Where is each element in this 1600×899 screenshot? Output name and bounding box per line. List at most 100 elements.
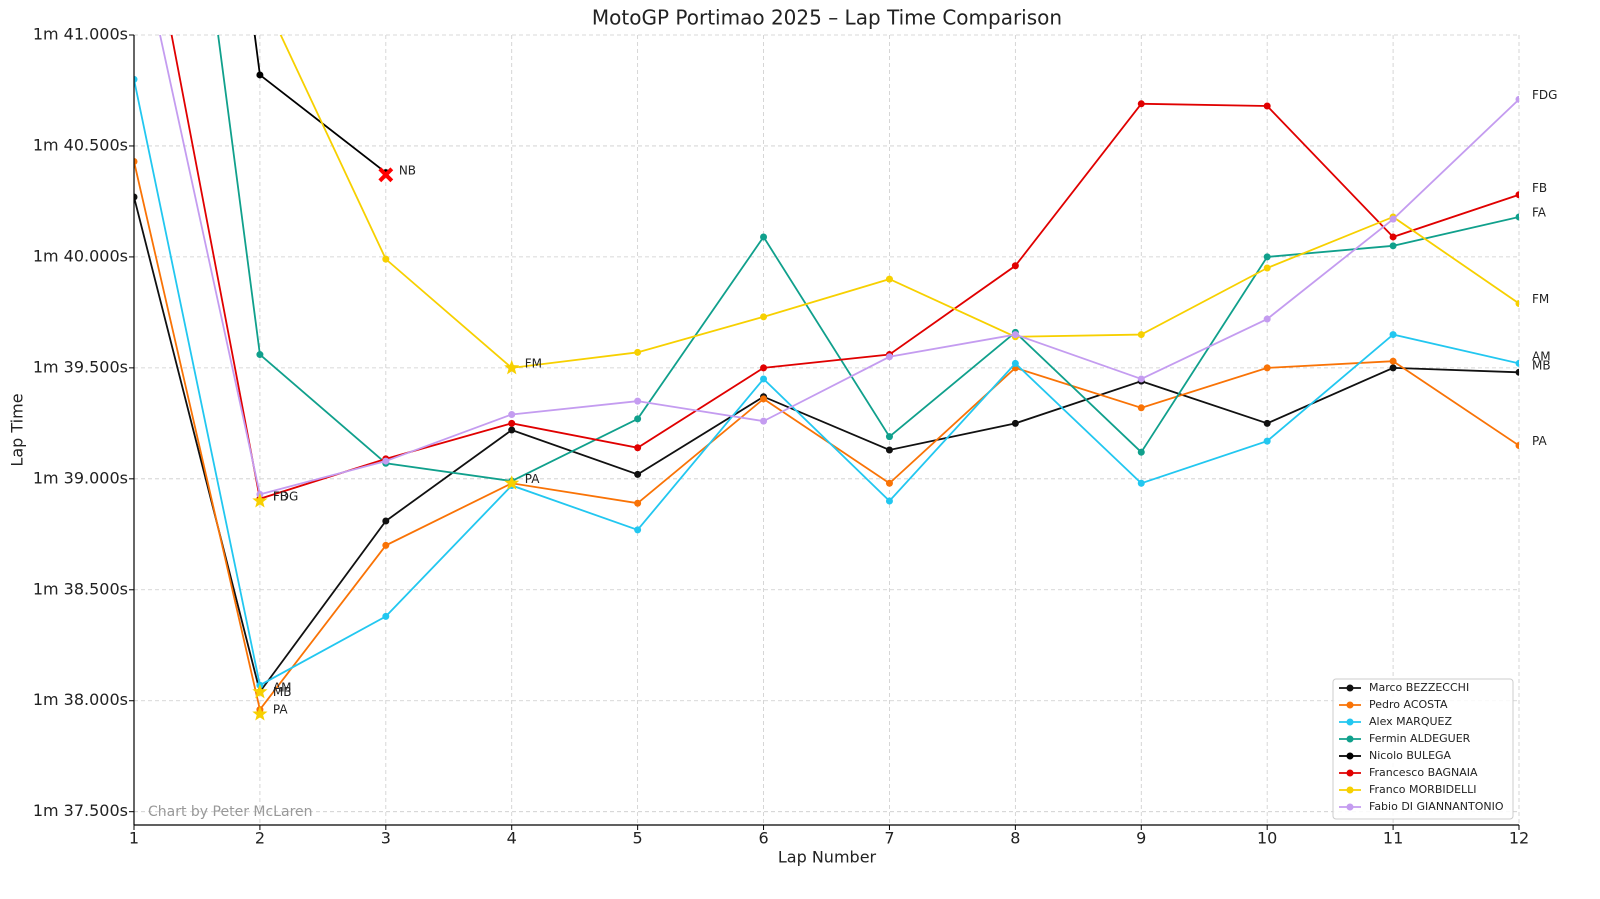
data-point xyxy=(1515,213,1519,221)
legend-label: Pedro ACOSTA xyxy=(1369,698,1448,711)
data-point xyxy=(1515,368,1519,376)
data-point xyxy=(634,348,642,356)
data-point xyxy=(1263,264,1271,272)
data-point xyxy=(634,499,642,507)
credit: Chart by Peter McLaren xyxy=(148,804,313,820)
data-point xyxy=(1389,215,1397,223)
data-point xyxy=(1263,253,1271,261)
data-point xyxy=(1137,100,1145,108)
y-tick-label: 1m 38.500s xyxy=(33,579,128,598)
series-line xyxy=(134,161,1519,712)
annotation-label: FM xyxy=(525,356,542,370)
data-point xyxy=(760,395,768,403)
data-point xyxy=(634,444,642,452)
star-marker xyxy=(504,359,520,375)
data-point xyxy=(256,351,264,359)
y-tick-label: 1m 37.500s xyxy=(33,801,128,820)
x-tick-label: 5 xyxy=(633,829,643,848)
legend-label: Francesco BAGNAIA xyxy=(1369,766,1478,779)
series-line xyxy=(159,35,1519,496)
data-point xyxy=(1137,331,1145,339)
legend-marker xyxy=(1346,718,1354,726)
data-point xyxy=(885,446,893,454)
star-marker xyxy=(252,683,268,699)
annotation-label: FA xyxy=(1532,205,1547,219)
data-point xyxy=(885,275,893,283)
data-point xyxy=(508,410,516,418)
legend-marker xyxy=(1346,735,1354,743)
legend-marker xyxy=(1346,752,1354,760)
legend-label: Franco MORBIDELLI xyxy=(1369,783,1477,796)
data-point xyxy=(760,375,768,383)
data-point xyxy=(760,364,768,372)
annotation-label: FDG xyxy=(273,490,298,504)
annotation-label: MB xyxy=(1532,359,1551,373)
data-point xyxy=(382,612,390,620)
annotation-label: PA xyxy=(273,703,288,717)
x-tick-label: 2 xyxy=(255,829,265,848)
data-point xyxy=(885,353,893,361)
y-tick-label: 1m 40.500s xyxy=(33,135,128,154)
x-marker xyxy=(378,167,394,183)
data-point xyxy=(1389,233,1397,241)
data-point xyxy=(1263,437,1271,445)
data-point xyxy=(134,75,138,83)
data-point xyxy=(1137,404,1145,412)
data-point xyxy=(760,417,768,425)
chart-title: MotoGP Portimao 2025 – Lap Time Comparis… xyxy=(592,6,1062,30)
x-tick-label: 4 xyxy=(507,829,517,848)
x-tick-label: 10 xyxy=(1257,829,1277,848)
y-tick-label: 1m 39.500s xyxy=(33,357,128,376)
legend-label: Alex MARQUEZ xyxy=(1369,715,1452,728)
star-marker xyxy=(252,493,268,508)
data-point xyxy=(382,255,390,263)
data-point xyxy=(1263,364,1271,372)
data-point xyxy=(1389,242,1397,250)
legend-box xyxy=(1332,678,1514,820)
data-point xyxy=(256,71,264,79)
data-point xyxy=(760,233,768,241)
data-point xyxy=(634,397,642,405)
legend-label: Marco BEZZECCHI xyxy=(1369,681,1469,694)
x-tick-label: 8 xyxy=(1010,829,1020,848)
data-point xyxy=(134,157,138,165)
series-line xyxy=(134,196,1519,694)
data-point xyxy=(1137,479,1145,487)
annotation-label: FB xyxy=(1532,181,1547,195)
data-point xyxy=(1515,359,1519,367)
x-axis-label: Lap Number xyxy=(778,848,877,867)
x-tick-label: 6 xyxy=(758,829,768,848)
data-point xyxy=(1515,95,1519,103)
data-point xyxy=(634,470,642,478)
data-point xyxy=(634,415,642,423)
data-point xyxy=(1263,315,1271,323)
star-marker xyxy=(252,706,268,721)
data-point xyxy=(382,541,390,549)
legend-label: Nicolo BULEGA xyxy=(1369,749,1452,762)
data-point xyxy=(1389,331,1397,339)
data-point xyxy=(508,419,516,427)
data-point xyxy=(134,193,138,201)
annotation-label: PA xyxy=(1532,434,1547,448)
series-line xyxy=(279,35,1519,369)
legend-label: Fabio DI GIANNANTONIO xyxy=(1369,800,1504,813)
data-point xyxy=(760,313,768,321)
data-point xyxy=(1515,442,1519,450)
x-tick-label: 1 xyxy=(129,829,139,848)
legend-label: Fermin ALDEGUER xyxy=(1369,732,1471,745)
star-marker xyxy=(504,475,520,490)
data-point xyxy=(1011,359,1019,367)
annotation-label: AM xyxy=(273,680,292,694)
data-point xyxy=(382,457,390,465)
annotation-label: AM xyxy=(1532,350,1551,364)
data-point xyxy=(1137,448,1145,456)
data-point xyxy=(1011,262,1019,270)
legend-marker xyxy=(1346,769,1354,777)
annotation-label: FDG xyxy=(1532,88,1557,102)
data-point xyxy=(1389,364,1397,372)
data-point xyxy=(1137,375,1145,383)
x-tick-label: 12 xyxy=(1509,829,1529,848)
data-point xyxy=(1263,102,1271,110)
